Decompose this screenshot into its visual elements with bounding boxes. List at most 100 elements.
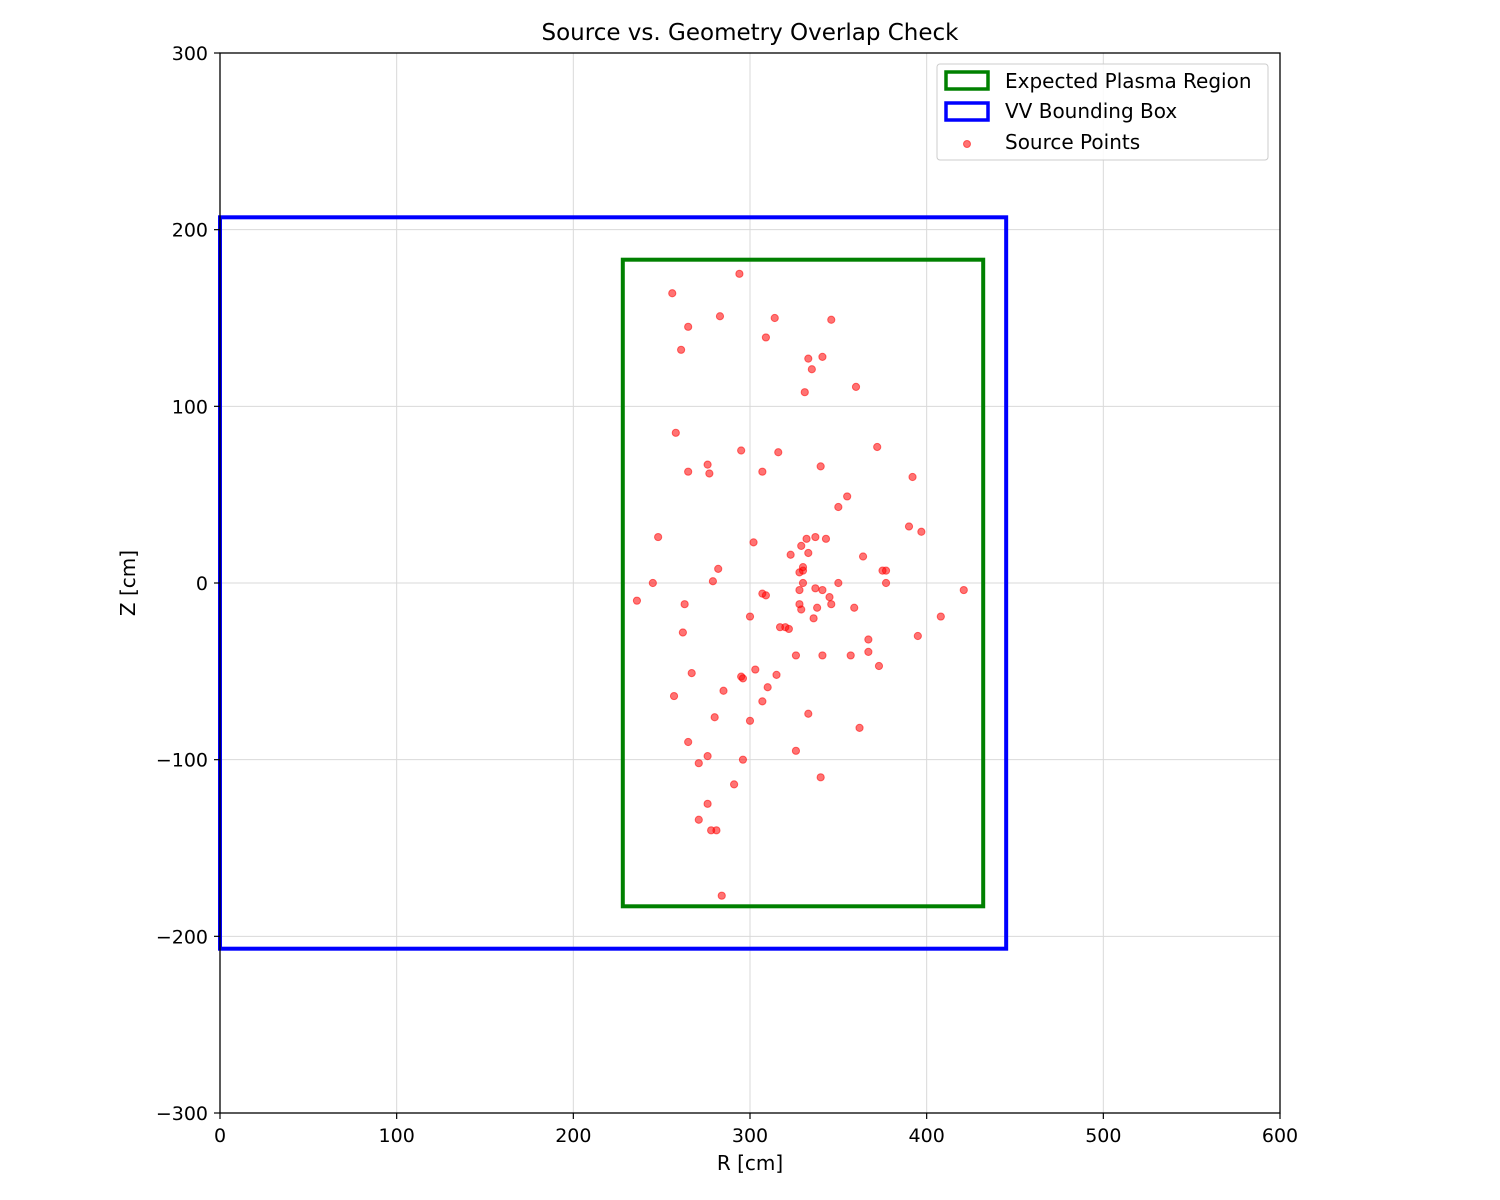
source-point <box>684 467 693 476</box>
y-axis-label: Z [cm] <box>116 550 140 616</box>
y-tick-label: −200 <box>156 926 208 948</box>
source-point <box>804 709 813 718</box>
source-point <box>784 624 793 634</box>
source-point <box>715 312 725 321</box>
x-tick-label: 500 <box>1085 1125 1121 1147</box>
source-point <box>737 446 746 455</box>
source-point <box>913 631 922 641</box>
source-point <box>811 532 820 542</box>
source-point <box>825 593 834 602</box>
legend-marker-points <box>963 140 971 148</box>
source-point <box>795 585 804 595</box>
legend-label-vv: VV Bounding Box <box>1005 99 1177 123</box>
source-point <box>745 612 755 621</box>
y-tick-label: 100 <box>172 396 208 418</box>
source-point <box>714 564 723 573</box>
x-tick-label: 400 <box>909 1125 945 1147</box>
source-point <box>791 651 801 660</box>
source-point <box>798 578 808 588</box>
source-point <box>632 596 642 605</box>
source-point <box>703 799 712 808</box>
source-point <box>708 577 718 586</box>
y-axis-ticks: −300 −200 −100 0 100 200 300 <box>156 43 220 1125</box>
source-point <box>843 492 852 501</box>
source-point <box>936 612 945 621</box>
legend-frame <box>936 63 1269 161</box>
source-point <box>730 780 739 789</box>
source-point <box>864 635 873 644</box>
source-point <box>881 578 891 588</box>
source-point <box>758 697 767 706</box>
source-point <box>738 674 748 683</box>
source-point <box>745 716 755 725</box>
source-point <box>680 600 689 609</box>
source-points <box>632 269 968 900</box>
source-point <box>855 723 864 732</box>
source-point <box>818 651 827 660</box>
source-point <box>712 826 721 835</box>
source-point <box>786 550 795 559</box>
source-point <box>797 605 806 614</box>
source-point <box>827 315 836 324</box>
legend: Expected Plasma Region VV Bounding Box S… <box>936 63 1269 161</box>
source-point <box>761 591 771 600</box>
source-point <box>800 388 809 397</box>
source-point <box>834 502 843 512</box>
source-point <box>917 527 926 536</box>
source-point <box>811 584 820 593</box>
legend-swatch-vv <box>944 101 990 122</box>
source-point <box>881 566 891 575</box>
source-point <box>802 534 811 543</box>
source-point <box>798 566 808 575</box>
source-point <box>858 552 868 561</box>
source-point <box>864 647 873 657</box>
x-tick-label: 100 <box>379 1125 415 1147</box>
source-point <box>761 333 771 342</box>
source-point <box>677 345 686 354</box>
source-point <box>809 614 818 623</box>
source-point <box>671 428 680 437</box>
source-point <box>684 737 693 747</box>
source-point <box>846 651 855 660</box>
source-point <box>874 661 884 671</box>
source-point <box>751 665 760 674</box>
y-tick-label: 200 <box>172 220 208 242</box>
source-point <box>834 578 843 588</box>
source-point <box>818 585 827 595</box>
source-point <box>703 752 712 761</box>
grid-lines <box>219 52 1281 1114</box>
source-point <box>804 548 813 558</box>
x-axis-ticks: 0 100 200 300 400 500 600 <box>214 1113 1298 1147</box>
source-point <box>687 669 696 678</box>
source-point <box>703 460 712 469</box>
source-point <box>710 713 719 722</box>
source-point <box>654 532 663 542</box>
source-point <box>705 469 714 478</box>
source-point <box>774 448 783 457</box>
x-tick-label: 200 <box>555 1125 591 1147</box>
source-point <box>719 686 728 695</box>
source-point <box>804 354 813 363</box>
source-point <box>678 628 687 637</box>
source-point <box>959 585 968 595</box>
x-axis-label: R [cm] <box>717 1151 783 1175</box>
source-point <box>827 600 836 609</box>
source-point <box>749 538 758 547</box>
legend-label-plasma: Expected Plasma Region <box>1005 69 1252 93</box>
source-point <box>908 472 917 482</box>
source-point <box>807 365 816 374</box>
chart-title: Source vs. Geometry Overlap Check <box>542 20 960 46</box>
source-point <box>684 322 693 331</box>
source-point <box>816 462 825 471</box>
source-point <box>818 352 827 361</box>
source-point <box>770 313 779 323</box>
source-point <box>821 534 831 543</box>
source-point <box>791 746 801 755</box>
source-point <box>738 755 748 764</box>
legend-swatch-plasma <box>944 70 990 91</box>
y-tick-label: −100 <box>156 750 208 772</box>
legend-label-points: Source Points <box>1005 130 1140 154</box>
source-point <box>904 522 914 531</box>
source-point <box>668 289 677 298</box>
